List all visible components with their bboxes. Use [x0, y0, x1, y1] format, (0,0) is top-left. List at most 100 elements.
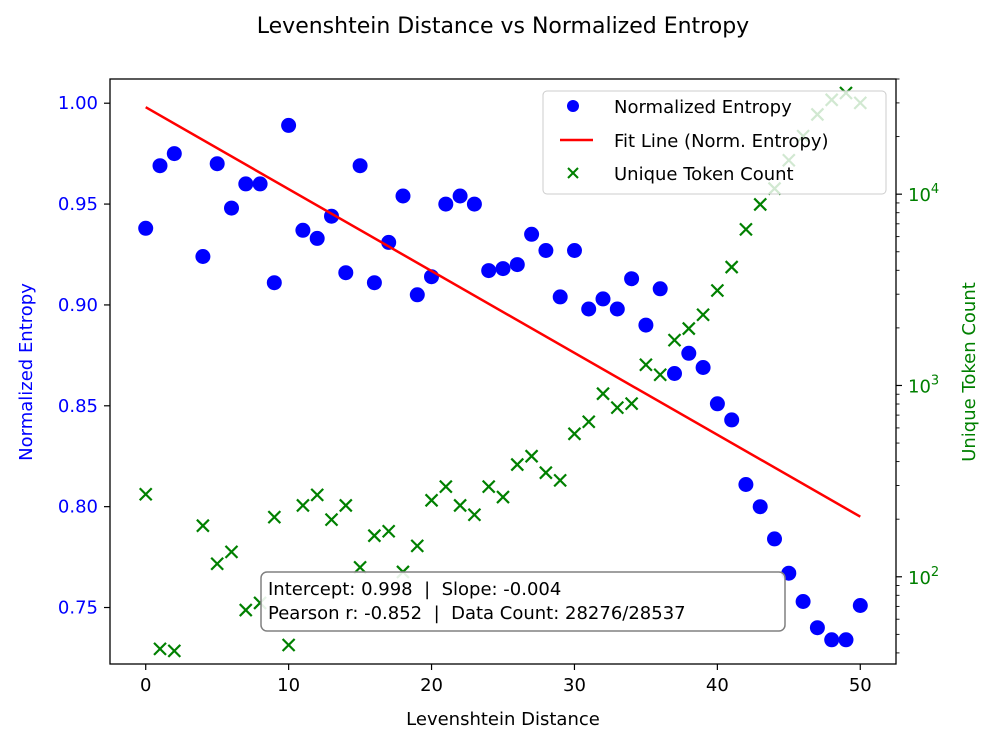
- entropy-point: [738, 477, 754, 492]
- entropy-point: [609, 301, 625, 317]
- entropy-point: [838, 632, 854, 648]
- entropy-point: [409, 287, 425, 303]
- y-right-tick-label: 103: [908, 373, 939, 397]
- x-tick-label: 30: [563, 675, 586, 696]
- token-count-point: [581, 415, 596, 429]
- token-count-point: [667, 333, 682, 347]
- legend-frame: [542, 90, 887, 195]
- entropy-point: [538, 243, 554, 258]
- y-left-tick-label: 0.95: [58, 194, 98, 215]
- chart-axes: 0 10 20 30 40 50 0.75 0.80 0.85 0.90 0.95 1.00 102 10…: [58, 78, 939, 696]
- y-left-tick-label: 0.75: [58, 598, 98, 619]
- token-count-point: [696, 307, 710, 322]
- entropy-point: [624, 271, 640, 287]
- entropy-point: [366, 275, 382, 291]
- entropy-point: [395, 188, 411, 204]
- x-tick-label: 0: [140, 675, 151, 696]
- token-count-point: [453, 498, 467, 513]
- token-count-point: [610, 400, 625, 415]
- token-count-point: [596, 386, 610, 401]
- entropy-point: [695, 360, 711, 375]
- entropy-point: [709, 396, 725, 412]
- entropy-point: [481, 263, 497, 279]
- token-count-point: [381, 524, 396, 539]
- legend-label-tokens: Unique Token Count: [614, 164, 794, 185]
- token-count-point: [324, 512, 339, 527]
- entropy-point: [795, 594, 811, 609]
- token-count-point: [624, 396, 639, 411]
- token-count-point: [496, 490, 510, 504]
- y-left-tick-label: 0.85: [58, 396, 98, 417]
- entropy-point: [281, 117, 297, 133]
- legend-label-fit: Fit Line (Norm. Entropy): [614, 131, 829, 152]
- token-count-point: [724, 260, 739, 274]
- entropy-point: [352, 158, 368, 174]
- token-count-point: [553, 473, 567, 488]
- token-count-point: [339, 498, 353, 513]
- x-tick-label: 40: [706, 675, 729, 696]
- token-count-point: [524, 449, 539, 463]
- y-axis-right-label: Unique Token Count: [959, 282, 980, 462]
- token-count-point: [196, 518, 210, 533]
- entropy-point: [595, 291, 611, 307]
- fit-line: [145, 106, 861, 518]
- entropy-point: [581, 301, 597, 317]
- y-axis-left-label: Normalized Entropy: [16, 283, 37, 461]
- token-count-point: [467, 507, 482, 522]
- y-left-tick-label: 0.90: [58, 295, 98, 316]
- legend-marker-tokens: [567, 167, 579, 179]
- entropy-point: [224, 200, 239, 216]
- token-count-point: [224, 545, 239, 559]
- entropy-point: [381, 234, 397, 250]
- legend-marker-entropy: [567, 100, 579, 112]
- y-right-tick-label: 104: [908, 182, 939, 206]
- entropy-point: [524, 226, 540, 242]
- entropy-point: [767, 531, 782, 547]
- entropy-point: [309, 230, 325, 246]
- x-axis-label: Levenshtein Distance: [406, 709, 600, 730]
- y-left-tick-label: 1.00: [58, 93, 98, 114]
- x-tick-label: 20: [420, 675, 443, 696]
- entropy-point: [724, 412, 740, 428]
- entropy-point: [266, 275, 282, 291]
- entropy-point: [166, 146, 182, 162]
- token-count-point: [138, 487, 153, 502]
- token-count-point: [510, 457, 525, 472]
- entropy-point: [638, 317, 654, 333]
- token-count-point: [653, 367, 667, 382]
- token-count-point: [710, 283, 725, 298]
- token-count-point: [439, 479, 453, 494]
- token-count-point: [410, 539, 425, 553]
- token-count-point: [367, 528, 382, 543]
- entropy-point: [138, 220, 154, 236]
- entropy-point: [495, 261, 511, 277]
- entropy-point: [809, 620, 825, 636]
- token-count-point: [238, 603, 253, 617]
- legend-label-entropy: Normalized Entropy: [614, 97, 792, 118]
- token-count-point: [567, 427, 582, 441]
- entropy-point: [466, 196, 482, 212]
- token-count-point: [296, 498, 310, 513]
- entropy-point: [752, 499, 768, 515]
- entropy-point: [567, 243, 582, 258]
- entropy-point: [652, 281, 668, 297]
- x-tick-label: 10: [277, 675, 300, 696]
- token-count-point: [739, 222, 753, 237]
- token-count-point: [153, 642, 167, 656]
- token-count-point: [210, 556, 224, 571]
- plot-frame: [109, 78, 897, 665]
- entropy-point: [438, 196, 454, 212]
- annotation-line-2: Pearson r: -0.852 | Data Count: 28276/28…: [268, 603, 686, 624]
- entropy-point: [824, 632, 840, 648]
- y-right-tick-label: 102: [908, 565, 939, 589]
- token-count-point: [481, 479, 496, 494]
- token-count-point: [281, 638, 296, 652]
- token-count-point: [424, 493, 439, 508]
- entropy-point: [295, 222, 311, 238]
- y-left-tick-label: 0.80: [58, 497, 98, 518]
- token-count-point: [753, 197, 768, 212]
- annotation-line-1: Intercept: 0.998 | Slope: -0.004: [268, 579, 561, 600]
- entropy-point: [852, 598, 868, 613]
